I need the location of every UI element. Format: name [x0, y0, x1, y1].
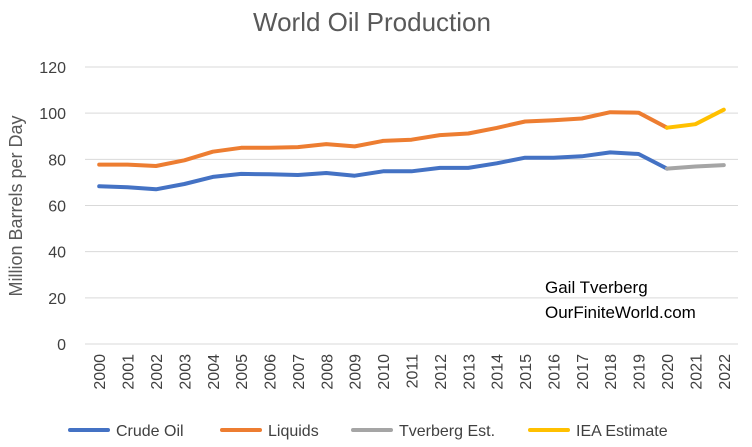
- x-tick-label: 2020: [660, 354, 677, 390]
- x-tick-label: 2007: [291, 354, 308, 390]
- y-tick-label: 0: [57, 337, 66, 354]
- y-tick-label: 20: [48, 291, 66, 308]
- x-tick-label: 2001: [121, 354, 138, 390]
- x-tick-label: 2019: [632, 354, 649, 390]
- x-tick-label: 2004: [206, 354, 223, 390]
- x-tick-label: 2010: [376, 354, 393, 390]
- annotation-website: OurFiniteWorld.com: [545, 303, 696, 322]
- x-tick-label: 2009: [348, 354, 365, 390]
- x-tick-label: 2018: [603, 354, 620, 390]
- x-tick-label: 2014: [490, 354, 507, 390]
- y-tick-label: 100: [39, 106, 66, 123]
- x-tick-label: 2022: [717, 354, 734, 390]
- series-line-crude-oil: [97, 150, 669, 192]
- x-tick-label: 2002: [149, 354, 166, 390]
- x-tick-label: 2017: [575, 354, 592, 390]
- legend-label-liquids: Liquids: [268, 423, 319, 440]
- x-tick-label: 2005: [234, 354, 251, 390]
- annotation-author: Gail Tverberg: [545, 278, 648, 297]
- x-tick-label: 2006: [263, 354, 280, 390]
- legend: Crude Oil Liquids Tverberg Est. IEA Estimat…: [68, 423, 668, 440]
- y-tick-labels: 0 20 40 60 80 100 120: [39, 60, 66, 354]
- x-tick-label: 2016: [546, 354, 563, 390]
- y-axis-label: Million Barrels per Day: [6, 115, 26, 296]
- x-tick-labels: 2000 2001 2002 2003 2004 2005 2006 2007 2008 2009…: [92, 354, 734, 390]
- y-tick-label: 60: [48, 199, 66, 216]
- series-line-iea-estimate: [665, 107, 726, 130]
- y-tick-label: 80: [48, 152, 66, 169]
- y-tick-label: 40: [48, 245, 66, 262]
- legend-label-tverberg-est: Tverberg Est.: [399, 423, 495, 440]
- x-tick-label: 2000: [92, 354, 109, 390]
- x-tick-label: 2013: [461, 354, 478, 390]
- series-line-liquids: [97, 110, 669, 168]
- x-tick-label: 2021: [688, 354, 705, 390]
- legend-label-iea-estimate: IEA Estimate: [576, 423, 668, 440]
- legend-label-crude-oil: Crude Oil: [116, 423, 184, 440]
- source-annotation: Gail Tverberg OurFiniteWorld.com: [545, 278, 696, 322]
- x-tick-label: 2011: [405, 354, 422, 389]
- y-tick-label: 120: [39, 60, 66, 77]
- chart-title: World Oil Production: [253, 7, 491, 37]
- x-tick-label: 2008: [319, 354, 336, 390]
- x-tick-label: 2003: [177, 354, 194, 390]
- series-lines: [97, 107, 726, 192]
- series-line-tverberg-est: [665, 163, 726, 171]
- x-tick-label: 2012: [433, 354, 450, 390]
- x-tick-label: 2015: [518, 354, 535, 390]
